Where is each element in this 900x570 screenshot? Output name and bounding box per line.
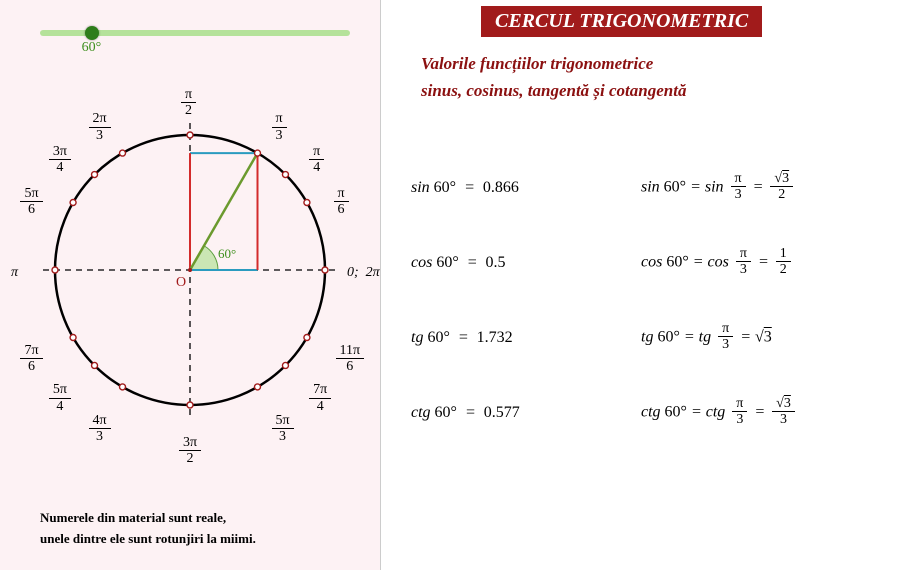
- tick-label: 2π3: [86, 111, 114, 144]
- func-ctg: ctg 60° = 0.577ctg 60° = ctg π3 = √33: [411, 385, 900, 440]
- caption-line2: unele dintre ele sunt rotunjiri la miimi…: [40, 529, 256, 550]
- func-tg-decimal: tg 60° = 1.732: [411, 329, 641, 347]
- left-panel: 60° O 60° 0; 2π π6π4 π3 π2 2π3 3π45π6 π 7π65π4 4π…: [0, 0, 380, 570]
- tick-label: 7π6: [17, 343, 45, 376]
- func-sin: sin 60° = 0.866sin 60° = sin π3 = √32: [411, 160, 900, 215]
- tick-label: 3π2: [176, 435, 204, 468]
- tick-label: 5π3: [269, 413, 297, 446]
- tick-label: 5π4: [46, 382, 74, 415]
- tick-label: 7π4: [306, 382, 334, 415]
- tick-label: 3π4: [46, 144, 74, 177]
- tick-label: π6: [331, 186, 352, 219]
- tick-label: π3: [269, 111, 290, 144]
- caption-line1: Numerele din material sunt reale,: [40, 508, 256, 529]
- slider-value-label: 60°: [82, 40, 102, 56]
- right-panel: CERCUL TRIGONOMETRIC Valorile funcțiilor…: [380, 0, 900, 570]
- angle-slider[interactable]: [40, 30, 350, 36]
- func-tg: tg 60° = 1.732tg 60° = tg π3 = √3: [411, 310, 900, 365]
- tick-label: 5π6: [17, 186, 45, 219]
- tick-label: π4: [306, 144, 327, 177]
- func-cos-exact: cos 60° = cos π3 = 12: [641, 246, 900, 279]
- func-ctg-decimal: ctg 60° = 0.577: [411, 404, 641, 422]
- func-cos: cos 60° = 0.5cos 60° = cos π3 = 12: [411, 235, 900, 290]
- svg-text:60°: 60°: [218, 246, 236, 261]
- func-cos-decimal: cos 60° = 0.5: [411, 254, 641, 272]
- slider-thumb[interactable]: [85, 26, 99, 40]
- tick-label: π: [11, 265, 18, 281]
- tick-label: π2: [178, 87, 199, 120]
- page-title: CERCUL TRIGONOMETRIC: [481, 6, 762, 37]
- func-sin-decimal: sin 60° = 0.866: [411, 179, 641, 197]
- func-ctg-exact: ctg 60° = ctg π3 = √33: [641, 396, 900, 429]
- func-tg-exact: tg 60° = tg π3 = √3: [641, 321, 900, 354]
- subtitle-line1: Valorile funcțiilor trigonometrice: [421, 50, 686, 77]
- func-sin-exact: sin 60° = sin π3 = √32: [641, 171, 900, 204]
- caption-text: Numerele din material sunt reale, unele …: [40, 508, 256, 550]
- svg-text:O: O: [176, 275, 186, 290]
- subtitle: Valorile funcțiilor trigonometrice sinus…: [421, 50, 686, 104]
- subtitle-line2: sinus, cosinus, tangentă și cotangentă: [421, 77, 686, 104]
- tick-label: 0; 2π: [347, 265, 380, 281]
- tick-label: 4π3: [86, 413, 114, 446]
- tick-label: 11π6: [333, 343, 368, 376]
- unit-circle-stage: O 60° 0; 2π π6π4 π3 π2 2π3 3π45π6 π 7π65π4 4π3 3π2…: [0, 60, 380, 500]
- unit-circle-svg: O 60°: [0, 60, 380, 500]
